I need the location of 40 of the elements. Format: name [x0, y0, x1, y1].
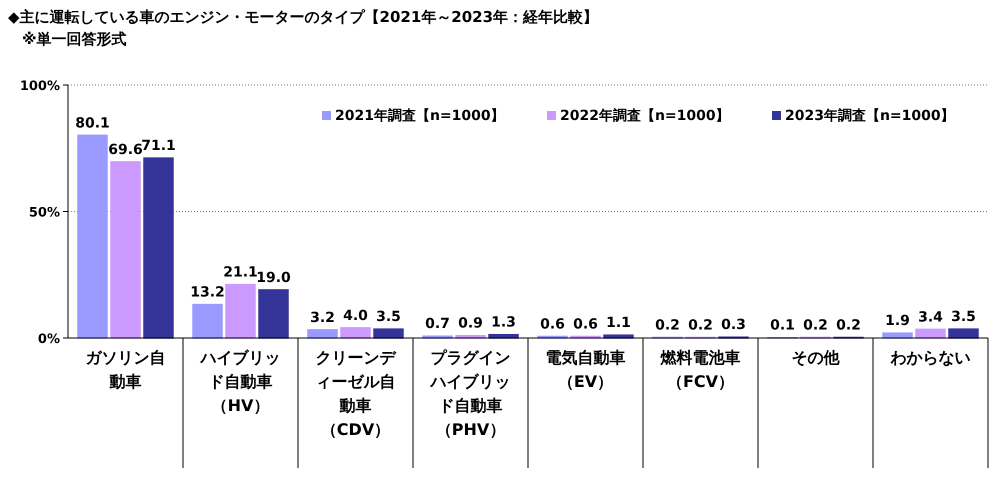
y-tick-label: 100% — [20, 79, 60, 94]
x-tick-label: その他 — [790, 347, 841, 369]
data-label: 0.9 — [458, 316, 483, 332]
x-tick-label: ハイブリッド自動車（HV） — [198, 347, 282, 417]
data-label: 1.1 — [606, 315, 631, 332]
data-label: 80.1 — [75, 115, 110, 132]
data-label: 19.0 — [256, 270, 292, 286]
legend-label: 2022年調査【n=1000】 — [560, 107, 730, 124]
data-label: 3.4 — [918, 309, 944, 326]
data-label: 0.1 — [770, 318, 795, 334]
data-label: 13.2 — [190, 284, 225, 301]
data-label: 1.9 — [885, 313, 910, 330]
data-label: 21.1 — [223, 264, 258, 281]
x-tick-label: わからない — [890, 347, 972, 369]
x-tick-label: 燃料電池車（FCV） — [659, 347, 742, 393]
data-label: 3.2 — [310, 310, 335, 326]
data-label: 0.3 — [721, 317, 746, 334]
data-label: 1.3 — [491, 314, 516, 331]
y-tick-label: 0% — [38, 332, 60, 347]
data-label: 0.2 — [688, 317, 713, 334]
data-label: 0.6 — [540, 316, 565, 332]
legend-label: 2023年調査【n=1000】 — [785, 107, 955, 124]
x-tick-label: プラグインハイブリッド自動車（PHV） — [428, 347, 512, 441]
x-tick-label: クリーンディーゼル自動車（CDV） — [314, 347, 398, 441]
data-label: 0.6 — [573, 316, 598, 332]
chart-title: ◆主に運転している車のエンジン・モーターのタイプ【2021年～2023年：経年比較】 — [8, 8, 598, 26]
data-label: 0.2 — [655, 317, 680, 334]
x-tick-label: 電気自動車（EV） — [544, 347, 626, 393]
data-label: 3.5 — [951, 309, 976, 326]
legend-label: 2021年調査【n=1000】 — [335, 107, 505, 124]
data-label: 71.1 — [141, 138, 176, 154]
chart-subtitle: ※単一回答形式 — [22, 30, 127, 48]
data-label: 0.7 — [425, 316, 450, 332]
data-label: 4.0 — [343, 308, 368, 324]
data-label: 3.5 — [376, 309, 401, 326]
y-tick-label: 50% — [28, 206, 60, 220]
x-tick-label: ガソリン自動車 — [84, 347, 166, 393]
data-label: 0.2 — [836, 317, 861, 334]
data-label: 69.6 — [108, 142, 143, 158]
data-label: 0.2 — [803, 317, 828, 334]
